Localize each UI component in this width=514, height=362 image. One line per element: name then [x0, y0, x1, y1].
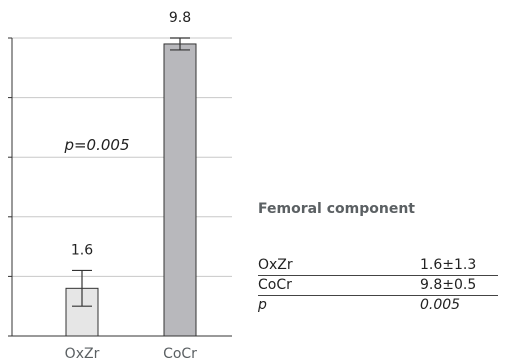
table-cell-value: 9.8±0.5 [420, 277, 477, 293]
table-cell-value: 0.005 [420, 297, 461, 313]
bar-oxzr [65, 287, 99, 337]
table-cell-label: CoCr [258, 277, 292, 293]
table-cell-label: p [258, 297, 267, 313]
x-tick-label: OxZr [65, 346, 100, 362]
table-cell-label: OxZr [258, 257, 293, 273]
table-row-cocr: CoCr 9.8±0.5 [258, 276, 498, 296]
bar-cocr [163, 43, 197, 337]
table-title: Femoral component [258, 201, 415, 217]
p-value-annotation: p=0.005 [63, 136, 129, 154]
data-label: 1.6 [71, 242, 93, 258]
table-row-p: p 0.005 [258, 296, 498, 315]
bar-chart: 1.6 OxZr 9.8 CoCr p=0.005 [8, 10, 232, 362]
summary-table: OxZr 1.6±1.3 CoCr 9.8±0.5 p 0.005 [258, 256, 498, 315]
data-label: 9.8 [169, 10, 191, 26]
table-cell-value: 1.6±1.3 [420, 257, 477, 273]
x-tick-label: CoCr [163, 346, 197, 362]
table-row-oxzr: OxZr 1.6±1.3 [258, 256, 498, 276]
